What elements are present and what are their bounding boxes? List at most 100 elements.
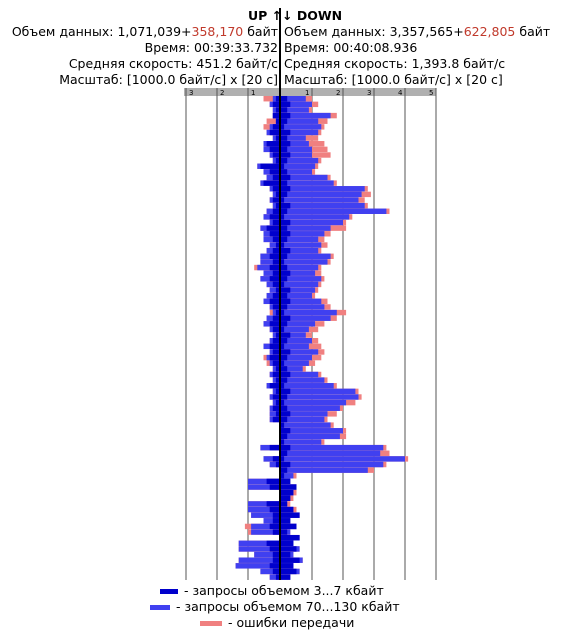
down-small-bar bbox=[281, 259, 285, 265]
down-small-bar bbox=[281, 473, 285, 479]
up-small-bar bbox=[272, 360, 279, 366]
up-small-bar bbox=[269, 563, 279, 569]
up-small-bar bbox=[269, 506, 279, 513]
down-small-bar bbox=[281, 366, 288, 372]
down-large-bar bbox=[281, 270, 316, 276]
up-small-bar bbox=[275, 377, 279, 383]
up-small-bar bbox=[272, 236, 279, 243]
down-small-bar bbox=[281, 371, 291, 378]
up-small-bar bbox=[275, 574, 279, 580]
up-small-bar bbox=[275, 242, 279, 248]
up-scale-label: Масштаб: bbox=[59, 72, 123, 87]
down-scale-value: [1000.0 байт/с] x [20 с] bbox=[351, 72, 503, 87]
down-small-bar bbox=[281, 439, 285, 445]
down-large-bar bbox=[281, 461, 384, 468]
down-large-bar bbox=[281, 247, 319, 254]
down-large-bar bbox=[281, 309, 337, 316]
down-large-bar bbox=[281, 157, 319, 164]
down-small-bar bbox=[281, 276, 288, 282]
down-data-volume: Объем данных: 3,357,565+622,805 байт bbox=[284, 24, 550, 40]
legend-item-large: - запросы объемом 70...130 кбайт bbox=[150, 599, 400, 615]
legend-swatch-large bbox=[150, 605, 170, 610]
up-title: UP ↑ bbox=[248, 8, 282, 24]
up-small-bar bbox=[272, 315, 279, 321]
down-large-bar bbox=[281, 473, 294, 479]
up-small-bar bbox=[269, 264, 279, 271]
up-error-bar bbox=[263, 96, 279, 102]
down-large-bar bbox=[281, 174, 328, 181]
down-large-bar bbox=[281, 264, 319, 271]
down-large-bar bbox=[281, 253, 331, 260]
down-small-bar bbox=[281, 574, 291, 580]
down-large-bar bbox=[281, 428, 343, 434]
up-small-bar bbox=[272, 304, 279, 310]
down-large-bar bbox=[281, 107, 309, 113]
down-large-bar bbox=[281, 214, 350, 220]
down-small-bar bbox=[281, 332, 291, 338]
down-small-bar bbox=[281, 377, 288, 383]
down-large-bar bbox=[281, 467, 368, 473]
down-small-bar bbox=[281, 101, 291, 108]
up-small-bar bbox=[272, 529, 279, 535]
up-small-bar bbox=[275, 135, 279, 141]
up-small-bar bbox=[272, 270, 279, 276]
up-small-bar bbox=[272, 124, 279, 130]
down-time: Время: 00:40:08.936 bbox=[284, 40, 417, 56]
down-small-bar bbox=[281, 388, 291, 395]
down-large-bar bbox=[281, 141, 309, 147]
down-small-bar bbox=[281, 338, 288, 344]
up-large-bar bbox=[238, 546, 279, 552]
down-small-bar bbox=[281, 219, 291, 226]
up-small-bar bbox=[269, 129, 279, 136]
down-small-bar bbox=[281, 456, 285, 462]
up-small-bar bbox=[263, 180, 279, 186]
legend-swatch-error bbox=[200, 621, 222, 626]
down-small-bar bbox=[281, 484, 297, 490]
legend-label-small: - запросы объемом 3...7 кбайт bbox=[184, 583, 384, 598]
up-data-label: Объем данных: bbox=[11, 24, 114, 39]
up-large-bar bbox=[235, 563, 279, 569]
down-large-bar bbox=[281, 225, 331, 231]
down-small-bar bbox=[281, 546, 297, 552]
down-large-bar bbox=[281, 433, 340, 440]
up-large-bar bbox=[238, 540, 279, 547]
up-large-bar bbox=[257, 264, 279, 271]
down-large-bar bbox=[281, 439, 322, 445]
down-small-bar bbox=[281, 298, 291, 305]
down-large-bar bbox=[281, 315, 331, 321]
up-small-bar bbox=[269, 321, 279, 327]
up-small-bar bbox=[269, 343, 279, 350]
up-small-bar bbox=[272, 186, 279, 192]
up-small-bar bbox=[272, 349, 279, 355]
up-error-bar bbox=[266, 118, 279, 124]
down-small-bar bbox=[281, 208, 288, 214]
down-small-bar bbox=[281, 433, 288, 440]
legend-label-large: - запросы объемом 70...130 кбайт bbox=[176, 599, 400, 614]
up-small-bar bbox=[275, 107, 279, 113]
up-small-bar bbox=[266, 225, 279, 231]
down-small-bar bbox=[281, 112, 291, 119]
up-scale-value: [1000.0 байт/с] x [20 с] bbox=[126, 72, 278, 87]
down-large-bar bbox=[281, 96, 306, 102]
down-large-bar bbox=[281, 124, 322, 130]
down-small-bar bbox=[281, 349, 291, 355]
up-small-bar bbox=[272, 152, 279, 158]
down-data-unit: байт bbox=[519, 24, 551, 39]
legend-swatch-small bbox=[160, 589, 178, 594]
up-speed-label: Средняя скорость: bbox=[68, 56, 193, 71]
down-tick-label: 3 bbox=[367, 89, 371, 97]
up-data-error: 358,170 bbox=[191, 24, 244, 39]
up-large-bar bbox=[269, 411, 279, 417]
down-large-bar bbox=[281, 377, 325, 383]
down-large-bar bbox=[281, 236, 319, 243]
down-large-bar bbox=[281, 326, 309, 333]
up-large-bar bbox=[248, 484, 279, 490]
down-small-bar bbox=[281, 467, 288, 473]
up-large-bar bbox=[248, 478, 279, 485]
down-small-bar bbox=[281, 124, 285, 130]
down-large-bar bbox=[281, 231, 325, 237]
down-large-bar bbox=[281, 416, 325, 423]
down-large-bar bbox=[281, 197, 359, 203]
up-small-bar bbox=[272, 394, 279, 400]
